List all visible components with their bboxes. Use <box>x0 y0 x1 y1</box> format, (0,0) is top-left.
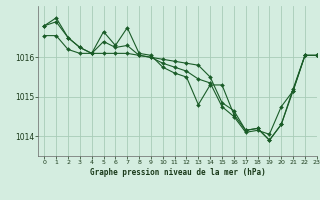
X-axis label: Graphe pression niveau de la mer (hPa): Graphe pression niveau de la mer (hPa) <box>90 168 266 177</box>
